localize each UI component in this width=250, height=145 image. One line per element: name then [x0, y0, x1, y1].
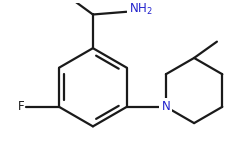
Text: N: N [161, 100, 170, 113]
Text: NH$_2$: NH$_2$ [128, 2, 152, 17]
Text: F: F [18, 100, 24, 113]
